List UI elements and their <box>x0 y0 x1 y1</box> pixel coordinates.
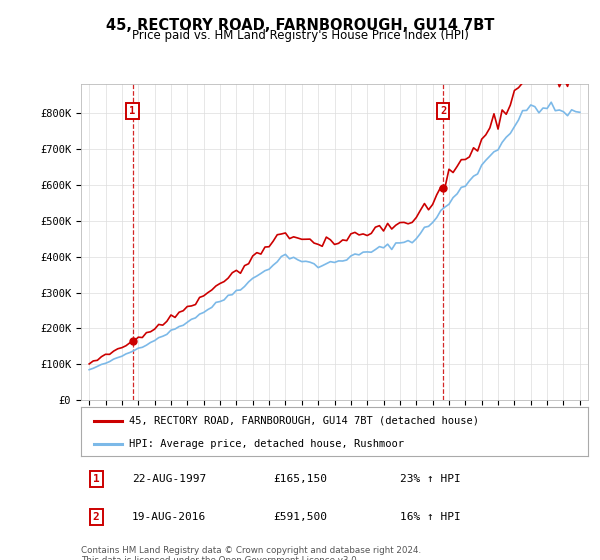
Text: Contains HM Land Registry data © Crown copyright and database right 2024.
This d: Contains HM Land Registry data © Crown c… <box>81 546 421 560</box>
Text: 23% ↑ HPI: 23% ↑ HPI <box>400 474 461 484</box>
Text: Price paid vs. HM Land Registry's House Price Index (HPI): Price paid vs. HM Land Registry's House … <box>131 29 469 42</box>
Text: 22-AUG-1997: 22-AUG-1997 <box>132 474 206 484</box>
Text: 2: 2 <box>93 512 100 522</box>
Text: 45, RECTORY ROAD, FARNBOROUGH, GU14 7BT (detached house): 45, RECTORY ROAD, FARNBOROUGH, GU14 7BT … <box>129 416 479 426</box>
Text: 2: 2 <box>440 106 446 116</box>
Text: 1: 1 <box>93 474 100 484</box>
Text: 19-AUG-2016: 19-AUG-2016 <box>132 512 206 522</box>
Text: 45, RECTORY ROAD, FARNBOROUGH, GU14 7BT: 45, RECTORY ROAD, FARNBOROUGH, GU14 7BT <box>106 18 494 33</box>
Text: £591,500: £591,500 <box>274 512 328 522</box>
Text: 1: 1 <box>130 106 136 116</box>
Text: HPI: Average price, detached house, Rushmoor: HPI: Average price, detached house, Rush… <box>129 439 404 449</box>
Text: £165,150: £165,150 <box>274 474 328 484</box>
Text: 16% ↑ HPI: 16% ↑ HPI <box>400 512 461 522</box>
